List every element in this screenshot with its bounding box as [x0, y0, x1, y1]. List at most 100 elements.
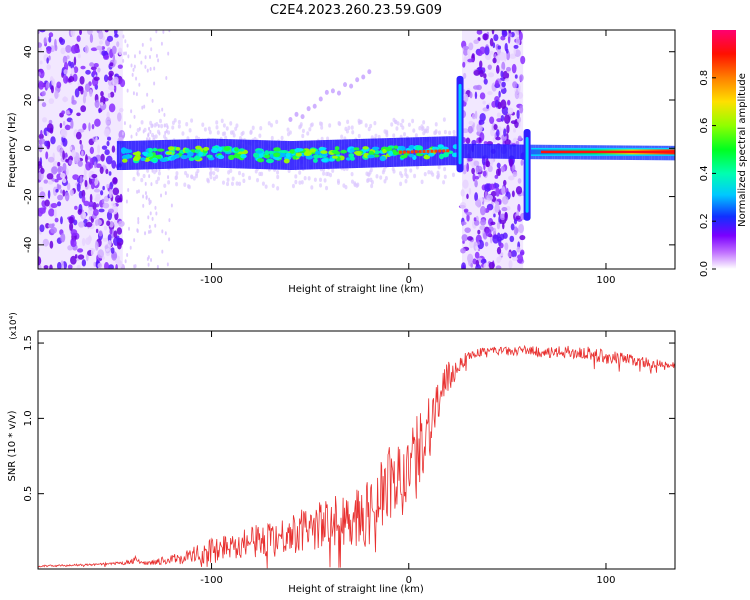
noise-blob [489, 116, 495, 125]
carrier-blob [234, 147, 239, 152]
spread-blob [142, 173, 146, 179]
noise-blob [103, 74, 109, 83]
carrier-blob [368, 151, 375, 156]
fringe-blob [154, 205, 157, 210]
noise-blob [116, 41, 120, 48]
noise-blob [114, 195, 121, 203]
carrier-blob [353, 150, 362, 155]
noise-blob [57, 165, 64, 173]
noise-blob [504, 139, 511, 145]
fringe-blob [134, 264, 137, 269]
spread-blob [359, 119, 363, 125]
noise-blob [508, 33, 512, 37]
carrier-blob [265, 158, 274, 164]
spread-blob [434, 122, 438, 127]
carrier-blob [388, 150, 393, 157]
spread-blob [326, 136, 330, 141]
carrier-hot-segment [430, 149, 434, 153]
spread-blob [238, 170, 242, 176]
noise-blob [46, 127, 50, 132]
noise-blob [84, 179, 88, 188]
noise-blob [63, 62, 69, 72]
spread-blob [377, 134, 381, 140]
carrier-blob [392, 151, 400, 156]
carrier-blob [150, 158, 158, 163]
noise-blob [463, 93, 469, 103]
noise-blob [100, 190, 104, 196]
spread-blob [132, 176, 136, 182]
spectrogram-ylabel: Frequency (Hz) [7, 112, 18, 188]
carrier-band-segment [341, 139, 345, 169]
noise-blob [106, 184, 110, 189]
carrier-band-segment [474, 143, 477, 159]
fringe-blob [155, 30, 158, 34]
spread-blob [443, 166, 447, 172]
noise-blob [48, 98, 55, 105]
branch-blob [288, 116, 293, 122]
noise-blob [92, 68, 97, 76]
fringe-blob [155, 53, 158, 58]
noise-blob [115, 263, 118, 269]
noise-blob [461, 262, 467, 269]
noise-blob [503, 179, 507, 186]
noise-blob [90, 47, 98, 52]
carrier-hot-segment [418, 150, 422, 154]
noise-blob [515, 215, 521, 220]
noise-blob [118, 47, 123, 56]
spread-blob [254, 169, 258, 174]
noise-blob [467, 125, 473, 134]
fringe-blob [124, 39, 127, 44]
spread-blob [350, 171, 354, 177]
noise-blob [50, 85, 54, 94]
noise-blob [63, 69, 68, 75]
spread-blob [215, 174, 219, 179]
carrier-band-segment [213, 138, 217, 168]
carrier-band-segment [221, 138, 224, 168]
noise-blob [494, 203, 500, 213]
noise-blob [461, 234, 468, 242]
spread-blob [177, 119, 181, 125]
noise-blob [119, 78, 126, 88]
fringe-blob [126, 88, 129, 93]
noise-blob [463, 72, 467, 79]
carrier-band-segment [206, 138, 210, 168]
spread-blob [259, 125, 263, 131]
noise-blob [57, 261, 62, 269]
noise-blob [62, 189, 66, 197]
carrier-blob [187, 151, 194, 157]
noise-blob [71, 95, 75, 104]
noise-blob [119, 193, 123, 203]
carrier-blob [198, 151, 203, 157]
carrier-blob [253, 152, 260, 158]
spread-blob [385, 132, 389, 138]
noise-blob [517, 203, 521, 213]
carrier-hot-segment [414, 150, 418, 154]
noise-blob [54, 90, 59, 100]
spread-blob [301, 133, 305, 139]
noise-blob [38, 264, 42, 269]
noise-blob [482, 33, 489, 41]
noise-blob [88, 200, 94, 208]
noise-blob [70, 67, 75, 76]
noise-blob [106, 35, 114, 42]
carrier-blob [318, 146, 327, 151]
carrier-blob [121, 148, 127, 154]
fringe-blob [145, 194, 148, 199]
carrier-blob [303, 151, 312, 157]
carrier-blob [255, 150, 264, 154]
noise-blob [111, 45, 117, 55]
spread-blob [401, 125, 405, 130]
spread-blob [299, 122, 303, 127]
spread-blob [215, 125, 219, 130]
noise-blob [61, 110, 65, 115]
carrier-blob [321, 153, 328, 157]
spread-blob [258, 133, 262, 138]
noise-blob [60, 233, 66, 243]
spread-blob [187, 184, 191, 190]
noise-blob [49, 264, 53, 269]
carrier-blob [273, 147, 281, 152]
spectrogram-ytick-label: 20 [23, 94, 34, 107]
noise-blob [507, 99, 511, 106]
noise-blob [48, 208, 55, 217]
noise-blob [508, 158, 514, 167]
